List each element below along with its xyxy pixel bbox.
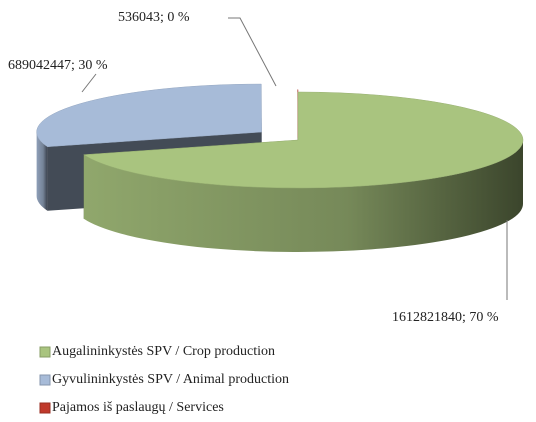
data-label: 536043; 0 % [118, 10, 190, 25]
legend-label: Pajamos iš paslaugų / Services [52, 400, 224, 415]
slice [36, 83, 262, 148]
legend-label: Gyvulininkystės SPV / Animal production [52, 372, 289, 387]
data-label: 1612821840; 70 % [392, 310, 499, 325]
legend-swatch [39, 346, 51, 358]
legend: Augalininkystės SPV / Crop production Gyv… [39, 344, 289, 415]
pie [36, 83, 524, 253]
legend-swatch [39, 402, 51, 414]
slice [83, 91, 524, 189]
leader-line [81, 73, 97, 93]
legend-label: Augalininkystės SPV / Crop production [52, 344, 275, 359]
slice-side [83, 140, 523, 253]
legend-swatch [39, 374, 51, 386]
data-label: 689042447; 30 % [8, 58, 108, 73]
leader-line [228, 17, 277, 87]
slice-side [36, 132, 48, 211]
